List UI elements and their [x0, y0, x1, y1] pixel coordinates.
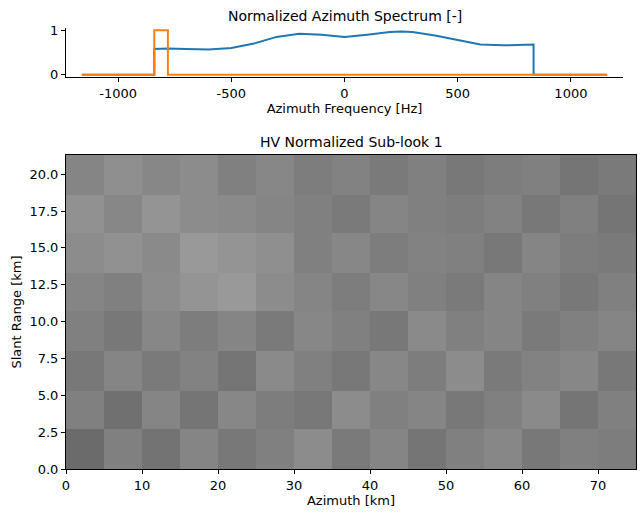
- svg-text:Azimuth Frequency [Hz]: Azimuth Frequency [Hz]: [267, 101, 423, 116]
- svg-text:17.5: 17.5: [29, 204, 58, 219]
- svg-text:500: 500: [445, 86, 470, 101]
- svg-text:0: 0: [340, 86, 348, 101]
- svg-text:40: 40: [362, 478, 379, 493]
- svg-text:0: 0: [50, 67, 58, 82]
- svg-text:10.0: 10.0: [29, 314, 58, 329]
- svg-text:-500: -500: [217, 86, 247, 101]
- svg-text:60: 60: [514, 478, 531, 493]
- svg-text:HV Normalized Sub-look 1: HV Normalized Sub-look 1: [260, 134, 443, 150]
- svg-text:20: 20: [210, 478, 227, 493]
- svg-text:5.0: 5.0: [38, 388, 59, 403]
- svg-text:7.5: 7.5: [38, 351, 59, 366]
- svg-text:70: 70: [590, 478, 607, 493]
- svg-text:Slant Range [km]: Slant Range [km]: [9, 256, 24, 369]
- svg-text:15.0: 15.0: [29, 240, 58, 255]
- svg-text:-1000: -1000: [99, 86, 137, 101]
- svg-text:2.5: 2.5: [38, 425, 59, 440]
- svg-text:1000: 1000: [554, 86, 587, 101]
- svg-text:0.0: 0.0: [38, 462, 59, 477]
- svg-text:50: 50: [438, 478, 455, 493]
- svg-text:1: 1: [50, 23, 58, 38]
- svg-text:0: 0: [62, 478, 70, 493]
- svg-text:Normalized Azimuth Spectrum [-: Normalized Azimuth Spectrum [-]: [228, 8, 462, 24]
- svg-text:12.5: 12.5: [29, 277, 58, 292]
- svg-text:20.0: 20.0: [29, 167, 58, 182]
- svg-text:Azimuth [km]: Azimuth [km]: [307, 493, 395, 508]
- svg-text:30: 30: [286, 478, 303, 493]
- svg-text:10: 10: [134, 478, 151, 493]
